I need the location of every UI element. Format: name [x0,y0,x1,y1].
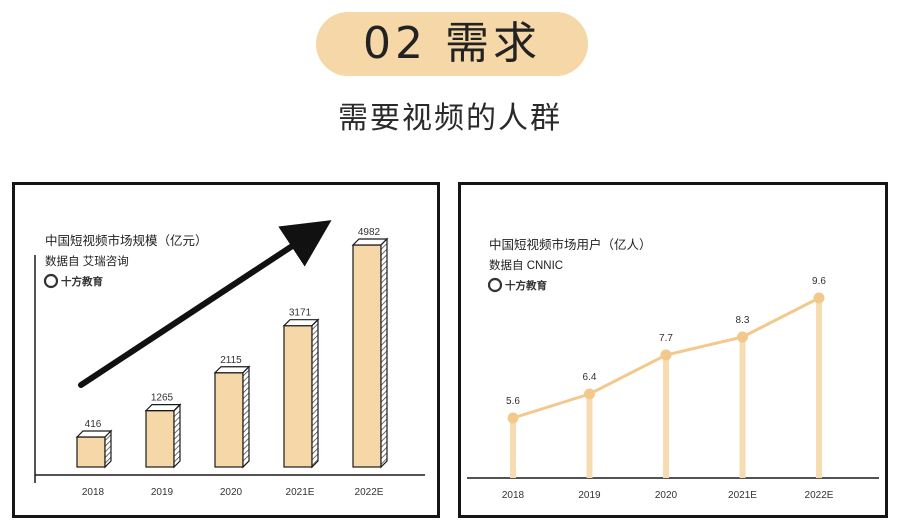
bar-2019 [144,403,182,469]
brand-logo-text: 十方教育 [61,275,103,288]
data-point-2022E [813,292,825,304]
bar-2018 [75,429,113,469]
point-value-label: 5.6 [506,396,520,407]
point-value-label: 8.3 [736,315,750,326]
bar-front [214,372,244,468]
data-point-2019 [584,388,595,400]
x-tick-label: 2020 [655,490,678,501]
chart-title: 中国短视频市场规模（亿元） [45,233,208,248]
market-size-panel: 中国短视频市场规模（亿元） 数据自 艾瑞咨询 十方教育 416 2018 1265 2… [12,182,440,518]
bar-value-label: 416 [85,419,102,430]
bar-2020 [213,365,251,469]
bar-2021E [282,318,320,469]
x-tick-label: 2019 [578,490,601,501]
x-tick-label: 2022E [355,487,384,498]
x-tick-label: 2021E [728,490,757,501]
section-heading-pill: 02 需求 [316,12,588,76]
x-tick-label: 2020 [220,487,243,498]
x-tick-label: 2018 [502,490,525,501]
bar-side [311,318,319,469]
brand-logo-icon [43,273,59,289]
bar-value-label: 4982 [358,227,381,238]
brand-logo: 十方教育 [487,277,547,293]
bar-front [145,410,175,468]
page-subtitle: 需要视频的人群 [338,101,562,136]
bar-side [242,365,250,469]
point-value-label: 7.7 [659,333,673,344]
data-point-2020 [660,349,672,361]
chart-title: 中国短视频市场用户（亿人） [489,237,652,252]
chart-source: 数据自 CNNIC [489,258,563,272]
bar-front [352,244,382,468]
brand-logo-icon [487,277,503,293]
bar-2022E [351,237,389,469]
x-tick-label: 2019 [151,487,174,498]
bar-side [173,403,181,469]
x-tick-label: 2018 [82,487,105,498]
brand-logo: 十方教育 [43,273,103,289]
bar-front [283,325,313,468]
point-value-label: 6.4 [583,372,597,383]
bar-side [380,237,388,469]
bar-front [76,436,106,468]
data-point-2021E [737,331,748,343]
brand-logo-text: 十方教育 [505,279,547,292]
market-users-panel: 中国短视频市场用户（亿人） 数据自 CNNIC 十方教育 5.6 2018 6.4 2… [458,182,888,518]
x-tick-label: 2021E [286,487,315,498]
data-point-2018 [507,412,519,424]
bar-value-label: 3171 [289,308,312,319]
chart-source: 数据自 艾瑞咨询 [45,254,129,268]
bar-value-label: 1265 [151,393,174,404]
bar-side [104,429,112,469]
growth-trend-arrow [78,220,332,388]
market-users-line-chart: 中国短视频市场用户（亿人） 数据自 CNNIC 十方教育 5.6 2018 6.4 2… [467,237,879,501]
point-value-label: 9.6 [812,276,826,287]
market-size-bar-chart: 中国短视频市场规模（亿元） 数据自 艾瑞咨询 十方教育 416 2018 1265 2… [34,220,425,498]
section-heading: 02 需求 [363,18,541,69]
x-tick-label: 2022E [805,490,834,501]
bar-value-label: 2115 [220,355,242,366]
